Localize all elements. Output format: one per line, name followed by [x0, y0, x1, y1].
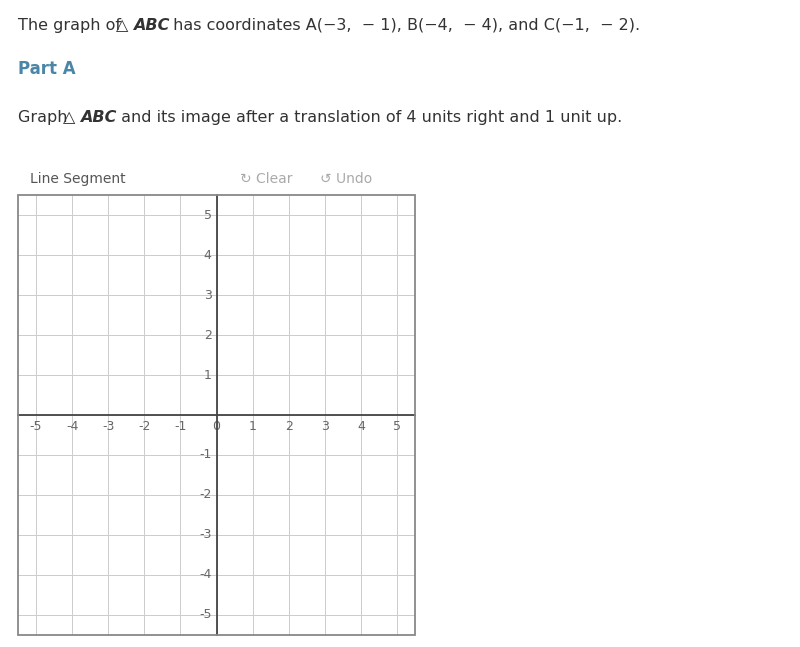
Text: ↻ Clear: ↻ Clear	[240, 172, 293, 186]
Text: The graph of: The graph of	[18, 18, 126, 33]
Text: Line Segment: Line Segment	[30, 172, 126, 186]
Text: ↺ Undo: ↺ Undo	[320, 172, 372, 186]
Text: ABC: ABC	[80, 110, 117, 125]
Text: △: △	[62, 110, 80, 125]
Text: Part A: Part A	[18, 60, 76, 78]
Text: △: △	[115, 18, 133, 33]
Text: and its image after a translation of 4 units right and 1 unit up.: and its image after a translation of 4 u…	[116, 110, 622, 125]
Text: has coordinates A(−3,  − 1), B(−4,  − 4), and C(−1,  − 2).: has coordinates A(−3, − 1), B(−4, − 4), …	[168, 18, 641, 33]
Text: ABC: ABC	[133, 18, 170, 33]
Text: Graph: Graph	[18, 110, 73, 125]
